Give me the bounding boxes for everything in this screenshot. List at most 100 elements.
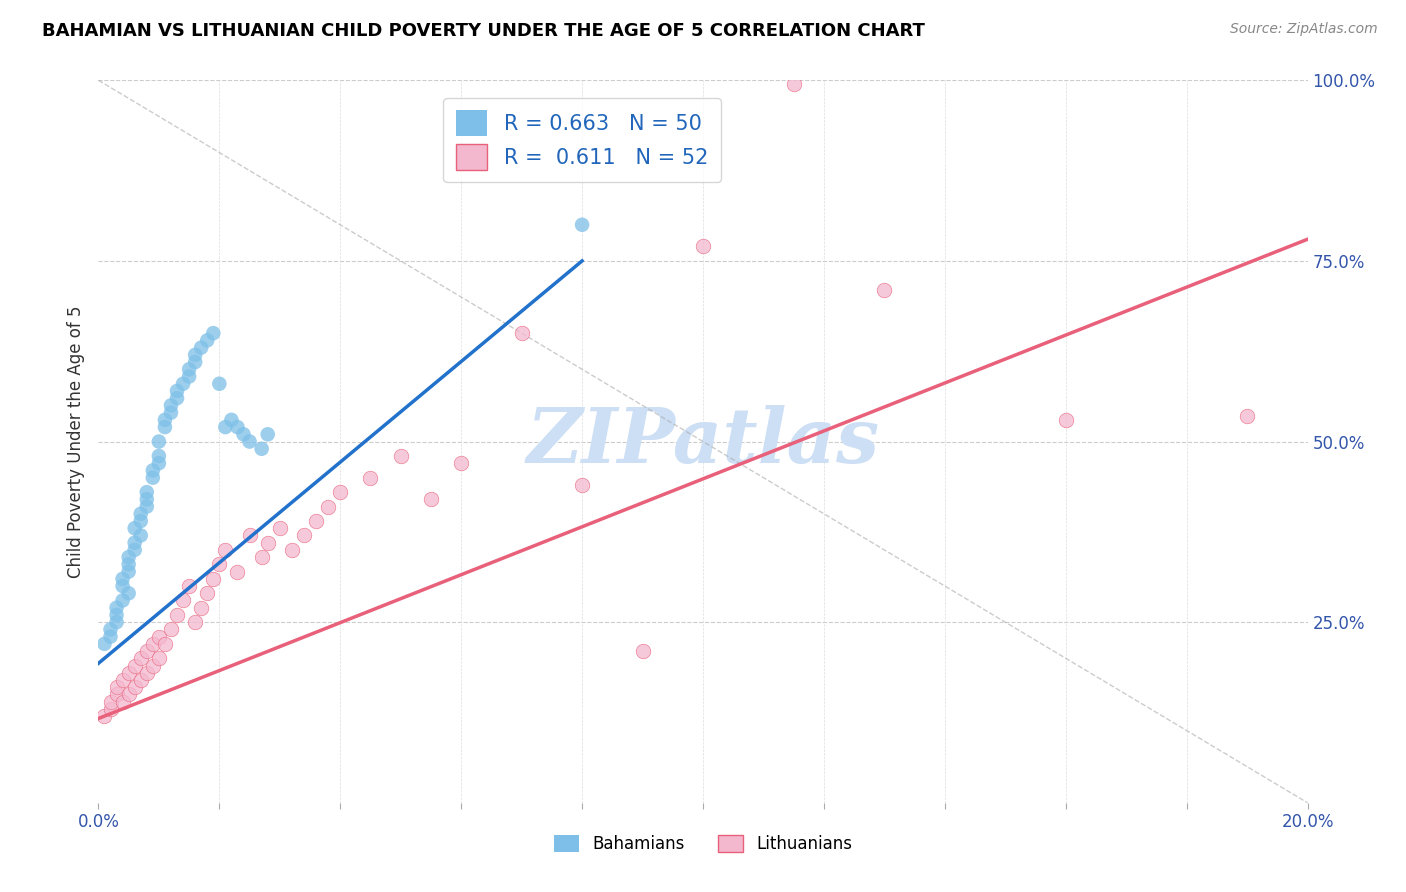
Point	[184, 355, 207, 369]
Point	[1054, 413, 1077, 427]
Point	[232, 427, 254, 442]
Point	[360, 470, 382, 484]
Point	[160, 406, 183, 420]
Point	[256, 535, 278, 549]
Point	[129, 651, 152, 665]
Text: Source: ZipAtlas.com: Source: ZipAtlas.com	[1230, 22, 1378, 37]
Point	[420, 492, 443, 507]
Point	[166, 607, 188, 622]
Point	[571, 218, 593, 232]
Point	[226, 565, 249, 579]
Point	[124, 542, 146, 557]
Point	[214, 542, 236, 557]
Point	[202, 326, 225, 340]
Point	[129, 507, 152, 521]
Point	[153, 637, 176, 651]
Point	[184, 348, 207, 362]
Point	[111, 579, 134, 593]
Point	[105, 687, 128, 701]
Point	[124, 680, 146, 694]
Point	[190, 600, 212, 615]
Point	[93, 637, 115, 651]
Point	[111, 695, 134, 709]
Point	[166, 391, 188, 405]
Point	[873, 283, 896, 297]
Point	[148, 434, 170, 449]
Point	[148, 651, 170, 665]
Point	[305, 514, 328, 528]
Point	[111, 572, 134, 586]
Point	[118, 586, 141, 600]
Point	[124, 535, 146, 549]
Point	[450, 456, 472, 470]
Point	[129, 673, 152, 687]
Point	[692, 239, 714, 253]
Point	[195, 586, 218, 600]
Point	[129, 514, 152, 528]
Point	[135, 644, 157, 658]
Point	[239, 434, 262, 449]
Point	[129, 528, 152, 542]
Point	[184, 615, 207, 630]
Point	[250, 442, 273, 456]
Point	[148, 449, 170, 463]
Point	[172, 376, 194, 391]
Point	[208, 376, 231, 391]
Point	[190, 341, 212, 355]
Point	[118, 558, 141, 572]
Point	[179, 579, 201, 593]
Point	[221, 413, 243, 427]
Point	[100, 702, 122, 716]
Point	[111, 593, 134, 607]
Text: BAHAMIAN VS LITHUANIAN CHILD POVERTY UNDER THE AGE OF 5 CORRELATION CHART: BAHAMIAN VS LITHUANIAN CHILD POVERTY UND…	[42, 22, 925, 40]
Point	[179, 362, 201, 376]
Point	[250, 550, 273, 565]
Point	[160, 623, 183, 637]
Point	[153, 413, 176, 427]
Point	[166, 384, 188, 398]
Point	[239, 528, 262, 542]
Point	[148, 630, 170, 644]
Point	[124, 521, 146, 535]
Point	[510, 326, 533, 340]
Point	[214, 420, 236, 434]
Point	[571, 478, 593, 492]
Point	[783, 77, 806, 91]
Point	[135, 665, 157, 680]
Point	[135, 500, 157, 514]
Point	[316, 500, 339, 514]
Point	[105, 607, 128, 622]
Point	[142, 658, 165, 673]
Point	[153, 420, 176, 434]
Point	[1236, 409, 1258, 424]
Point	[135, 485, 157, 500]
Point	[195, 334, 218, 348]
Point	[111, 673, 134, 687]
Point	[142, 470, 165, 484]
Y-axis label: Child Poverty Under the Age of 5: Child Poverty Under the Age of 5	[66, 305, 84, 578]
Point	[105, 600, 128, 615]
Point	[142, 463, 165, 477]
Point	[179, 369, 201, 384]
Point	[118, 565, 141, 579]
Point	[105, 680, 128, 694]
Text: ZIPatlas: ZIPatlas	[526, 405, 880, 478]
Point	[142, 637, 165, 651]
Point	[93, 709, 115, 723]
Point	[208, 558, 231, 572]
Point	[281, 542, 304, 557]
Point	[118, 665, 141, 680]
Point	[118, 550, 141, 565]
Point	[160, 398, 183, 412]
Point	[118, 687, 141, 701]
Legend: Bahamians, Lithuanians: Bahamians, Lithuanians	[547, 828, 859, 860]
Point	[202, 572, 225, 586]
Point	[124, 658, 146, 673]
Point	[135, 492, 157, 507]
Point	[172, 593, 194, 607]
Point	[269, 521, 291, 535]
Point	[389, 449, 412, 463]
Point	[100, 695, 122, 709]
Point	[226, 420, 249, 434]
Point	[256, 427, 278, 442]
